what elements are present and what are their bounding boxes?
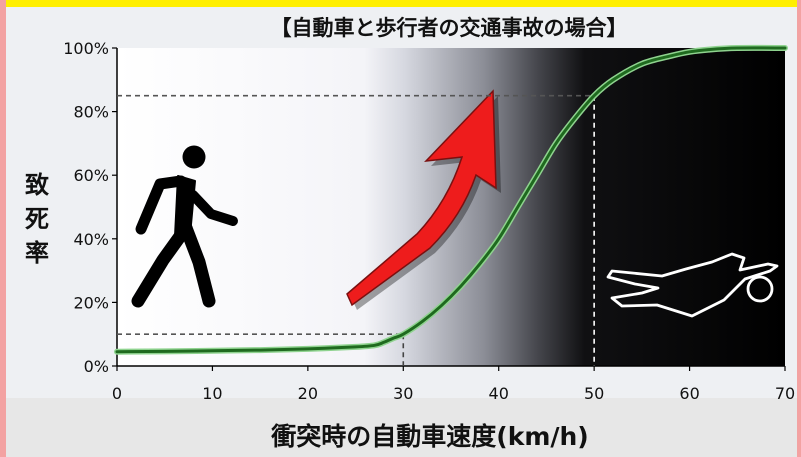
x-tick-label: 30	[393, 384, 413, 403]
fallen-body-outline-icon	[606, 252, 779, 318]
y-axis-label-3: 率	[25, 239, 49, 267]
upward-red-arrow-icon	[346, 89, 501, 310]
x-tick-label: 70	[775, 384, 795, 403]
y-tick-label: 40%	[73, 230, 109, 249]
y-tick-label: 0%	[84, 357, 109, 376]
y-axis-label-2: 死	[25, 205, 49, 233]
chart-title: 【自動車と歩行者の交通事故の場合】	[271, 16, 628, 40]
x-tick-label: 10	[202, 384, 222, 403]
y-axis-label-1: 致	[25, 171, 50, 199]
x-tick-label: 40	[489, 384, 509, 403]
y-tick-label: 60%	[73, 166, 109, 185]
y-tick-label: 100%	[63, 39, 109, 58]
xlabel-band	[6, 398, 797, 457]
frame-top-border	[0, 0, 801, 7]
x-tick-label: 20	[298, 384, 318, 403]
x-tick-label: 50	[584, 384, 604, 403]
y-tick-label: 20%	[73, 293, 109, 312]
y-tick-label: 80%	[73, 103, 109, 122]
x-tick-label: 0	[112, 384, 122, 403]
frame-right-border	[797, 0, 801, 457]
fatality-curve-line	[115, 46, 787, 354]
frame-left-border	[0, 0, 6, 457]
x-axis-label: 衝突時の自動車速度(km/h)	[270, 422, 588, 451]
walking-pedestrian-icon	[131, 145, 238, 308]
x-tick-label: 60	[679, 384, 699, 403]
